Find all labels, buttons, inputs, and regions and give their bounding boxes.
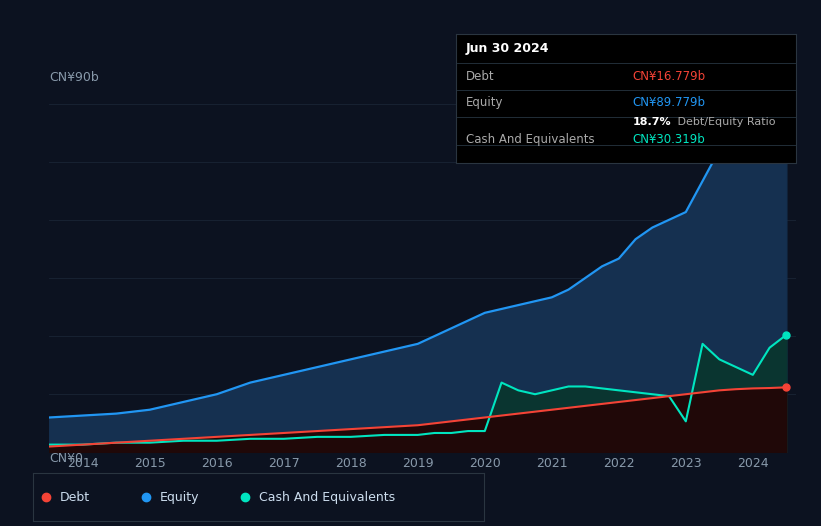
Text: 18.7%: 18.7% xyxy=(633,117,672,127)
Text: Debt: Debt xyxy=(60,491,90,503)
Text: CN¥0: CN¥0 xyxy=(49,452,83,466)
Text: CN¥90b: CN¥90b xyxy=(49,71,99,84)
Text: Cash And Equivalents: Cash And Equivalents xyxy=(466,134,594,146)
Text: CN¥89.779b: CN¥89.779b xyxy=(633,96,706,109)
Text: Debt/Equity Ratio: Debt/Equity Ratio xyxy=(674,117,775,127)
Text: Debt: Debt xyxy=(466,70,494,83)
Text: Equity: Equity xyxy=(159,491,199,503)
Text: Jun 30 2024: Jun 30 2024 xyxy=(466,42,549,55)
Text: Cash And Equivalents: Cash And Equivalents xyxy=(259,491,395,503)
Text: CN¥30.319b: CN¥30.319b xyxy=(633,134,705,146)
Text: CN¥16.779b: CN¥16.779b xyxy=(633,70,706,83)
Text: Equity: Equity xyxy=(466,96,503,109)
